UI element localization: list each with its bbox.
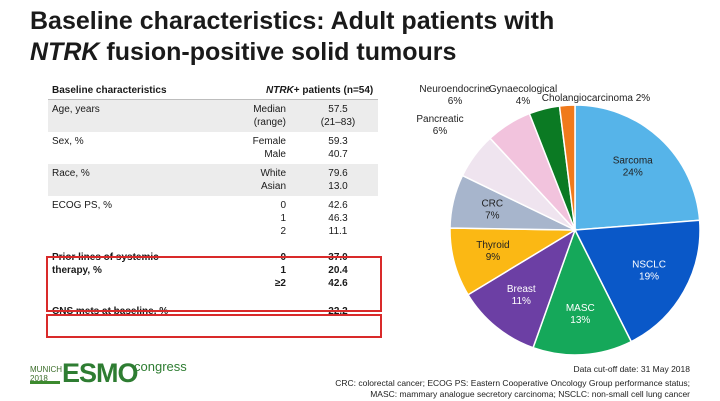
pie-slice-masc	[532, 228, 633, 356]
row-value: 79.6 13.0	[328, 168, 348, 192]
pie-label-breast: Breast	[507, 284, 536, 295]
pie-label-nsclc: NSCLC	[632, 260, 666, 271]
data-cutoff-note: Data cut-off date: 31 May 2018	[573, 364, 690, 374]
highlight-box-cns	[46, 314, 382, 338]
table-row-age: Age, years Median (range) 57.5 (21–83)	[48, 100, 378, 132]
pie-label-crc: CRC	[481, 198, 503, 209]
footnote-abbreviations-1: CRC: colorectal cancer; ECOG PS: Eastern…	[335, 378, 690, 388]
pie-pct-pancreatic: 6%	[433, 126, 448, 137]
pie-label-cholangiocarcinoma: Cholangiocarcinoma 2%	[542, 93, 651, 104]
pie-pct-breast: 11%	[512, 296, 531, 307]
header-characteristics: Baseline characteristics	[52, 85, 167, 96]
esmo-logo: MUNICH 2018 ESMO congress	[30, 356, 190, 388]
title-line-2: NTRK fusion-positive solid tumours	[30, 37, 690, 68]
title-line-1: Baseline characteristics: Adult patients…	[30, 7, 555, 35]
row-label: Race, %	[52, 168, 90, 179]
slide-title: Baseline characteristics: Adult patients…	[30, 6, 690, 68]
pie-pct-thyroid: 9%	[486, 252, 501, 263]
pie-slice-sarcoma	[574, 104, 701, 231]
table-header: Baseline characteristics NTRK+ patients …	[48, 82, 378, 100]
title-rest: fusion-positive solid tumours	[99, 38, 457, 66]
logo-bar	[30, 381, 60, 384]
pie-pct-sarcoma: 24%	[623, 168, 643, 179]
pie-pct-crc: 7%	[485, 210, 500, 221]
pie-slice-nsclc	[573, 219, 701, 343]
highlight-box-prior-lines	[46, 256, 382, 312]
row-label: Sex, %	[52, 136, 84, 147]
title-ntrk: NTRK	[30, 38, 100, 66]
table-row-race: Race, % White Asian 79.6 13.0	[48, 164, 378, 196]
pie-label-pancreatic: Pancreatic	[416, 114, 463, 125]
pie-label-neuroendocrine: Neuroendocrine	[419, 84, 491, 95]
row-sub: Female Male	[252, 136, 286, 160]
pie-slice-cholangiocarcinoma	[558, 104, 576, 231]
header-ntrk: NTRK	[266, 85, 294, 96]
row-sub: White Asian	[260, 168, 286, 192]
header-patients-rest: + patients (n=54)	[293, 85, 374, 96]
logo-esmo: ESMO	[62, 358, 139, 388]
pie-label-thyroid: Thyroid	[476, 240, 509, 251]
row-sub: Median (range)	[253, 104, 286, 128]
pie-label-gynaecological: Gynaecological	[489, 84, 557, 95]
baseline-table: Baseline characteristics NTRK+ patients …	[46, 82, 382, 338]
logo-city: MUNICH 2018	[30, 365, 62, 383]
row-value: 42.6 46.3 11.1	[328, 200, 348, 237]
pie-pct-nsclc: 19%	[639, 272, 659, 283]
footnote-abbreviations-2: MASC: mammary analogue secretory carcino…	[370, 389, 690, 399]
pie-pct-gynaecological: 4%	[516, 96, 531, 107]
pie-pct-neuroendocrine: 6%	[448, 96, 463, 107]
row-label: Age, years	[52, 104, 100, 115]
row-label: ECOG PS, %	[52, 200, 113, 211]
pie-label-sarcoma: Sarcoma	[613, 156, 653, 167]
header-patients: NTRK+ patients (n=54)	[266, 85, 373, 96]
pie-slice-breast	[467, 228, 577, 349]
pie-label-masc: MASC	[566, 303, 595, 314]
logo-congress: congress	[134, 359, 187, 374]
pie-pct-masc: 13%	[570, 315, 590, 326]
row-value: 57.5 (21–83)	[320, 104, 356, 128]
row-value: 59.3 40.7	[328, 136, 348, 160]
table-row-sex: Sex, % Female Male 59.3 40.7	[48, 132, 378, 164]
